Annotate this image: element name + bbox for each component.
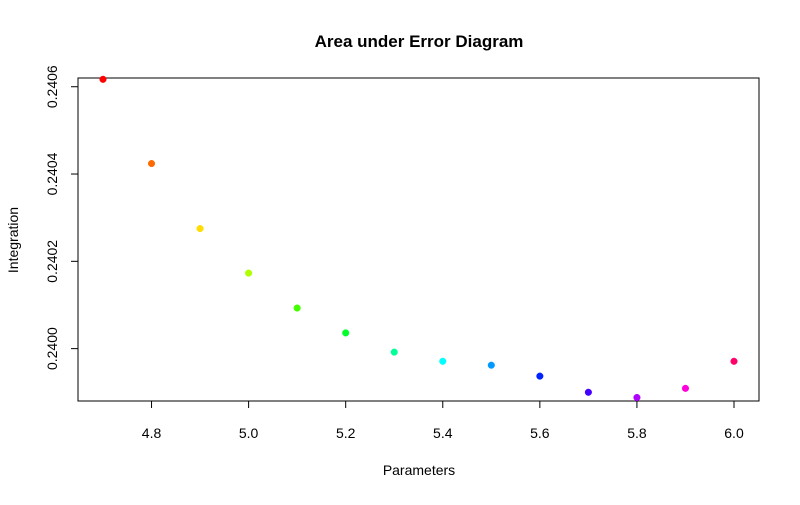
data-point — [342, 329, 350, 337]
y-axis-label: Integration — [5, 207, 21, 273]
data-point — [681, 384, 690, 392]
data-point — [196, 225, 204, 233]
plot-frame — [77, 77, 760, 402]
x-axis-label: Parameters — [383, 462, 455, 478]
y-tick-label: 0.2400 — [44, 327, 60, 370]
x-tick-label: 5.2 — [336, 425, 356, 441]
data-point — [439, 357, 447, 365]
x-axis: 4.8 5.0 5.2 5.4 5.6 5.8 6.0 — [142, 400, 744, 441]
x-tick-label: 6.0 — [724, 425, 744, 441]
y-tick-label: 0.2402 — [44, 240, 60, 283]
x-tick-label: 5.0 — [239, 425, 259, 441]
x-tick-label: 5.6 — [530, 425, 550, 441]
data-point — [730, 357, 738, 365]
y-tick-label: 0.2404 — [44, 152, 60, 195]
data-point — [584, 388, 592, 396]
data-point — [245, 269, 253, 277]
x-tick-label: 5.4 — [433, 425, 453, 441]
y-axis: 0.2400 0.2402 0.2404 0.2406 — [44, 65, 79, 370]
x-tick-label: 4.8 — [142, 425, 162, 441]
data-point — [536, 372, 544, 380]
data-points — [99, 75, 738, 402]
data-point — [487, 361, 495, 369]
data-point — [147, 160, 156, 168]
data-point — [99, 75, 107, 83]
chart-title: Area under Error Diagram — [315, 32, 524, 51]
data-point — [633, 393, 641, 402]
y-tick-label: 0.2406 — [44, 65, 60, 108]
x-tick-label: 5.8 — [627, 425, 647, 441]
data-point — [390, 348, 398, 356]
data-point — [293, 304, 301, 312]
